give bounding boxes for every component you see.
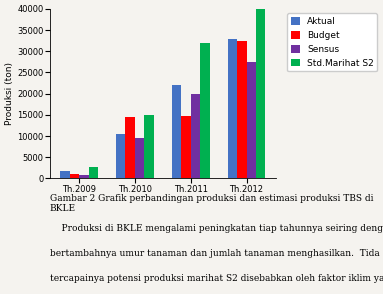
Bar [200, 43, 210, 178]
Text: bertambahnya umur tanaman dan jumlah tanaman menghasilkan.  Tida: bertambahnya umur tanaman dan jumlah tan… [50, 249, 380, 258]
Legend: Aktual, Budget, Sensus, Std.Marihat S2: Aktual, Budget, Sensus, Std.Marihat S2 [287, 13, 377, 71]
Bar [60, 171, 70, 178]
Bar [79, 175, 88, 178]
Text: tercapainya potensi produksi marihat S2 disebabkan oleh faktor iklim yan: tercapainya potensi produksi marihat S2 … [50, 274, 383, 283]
Bar [70, 174, 79, 178]
Text: Gambar 2 Grafik perbandingan produksi dan estimasi produksi TBS di BKLE: Gambar 2 Grafik perbandingan produksi da… [50, 193, 373, 213]
Bar [116, 134, 125, 178]
Bar [256, 5, 265, 178]
Bar [88, 167, 98, 178]
Bar [237, 41, 247, 178]
Y-axis label: Produksi (ton): Produksi (ton) [5, 62, 15, 125]
Text: Produksi di BKLE mengalami peningkatan tiap tahunnya seiring denga: Produksi di BKLE mengalami peningkatan t… [50, 224, 383, 233]
Bar [247, 62, 256, 178]
Bar [144, 115, 154, 178]
Bar [135, 138, 144, 178]
Bar [228, 39, 237, 178]
Bar [181, 116, 191, 178]
Bar [172, 85, 181, 178]
Bar [125, 117, 135, 178]
Bar [191, 94, 200, 178]
